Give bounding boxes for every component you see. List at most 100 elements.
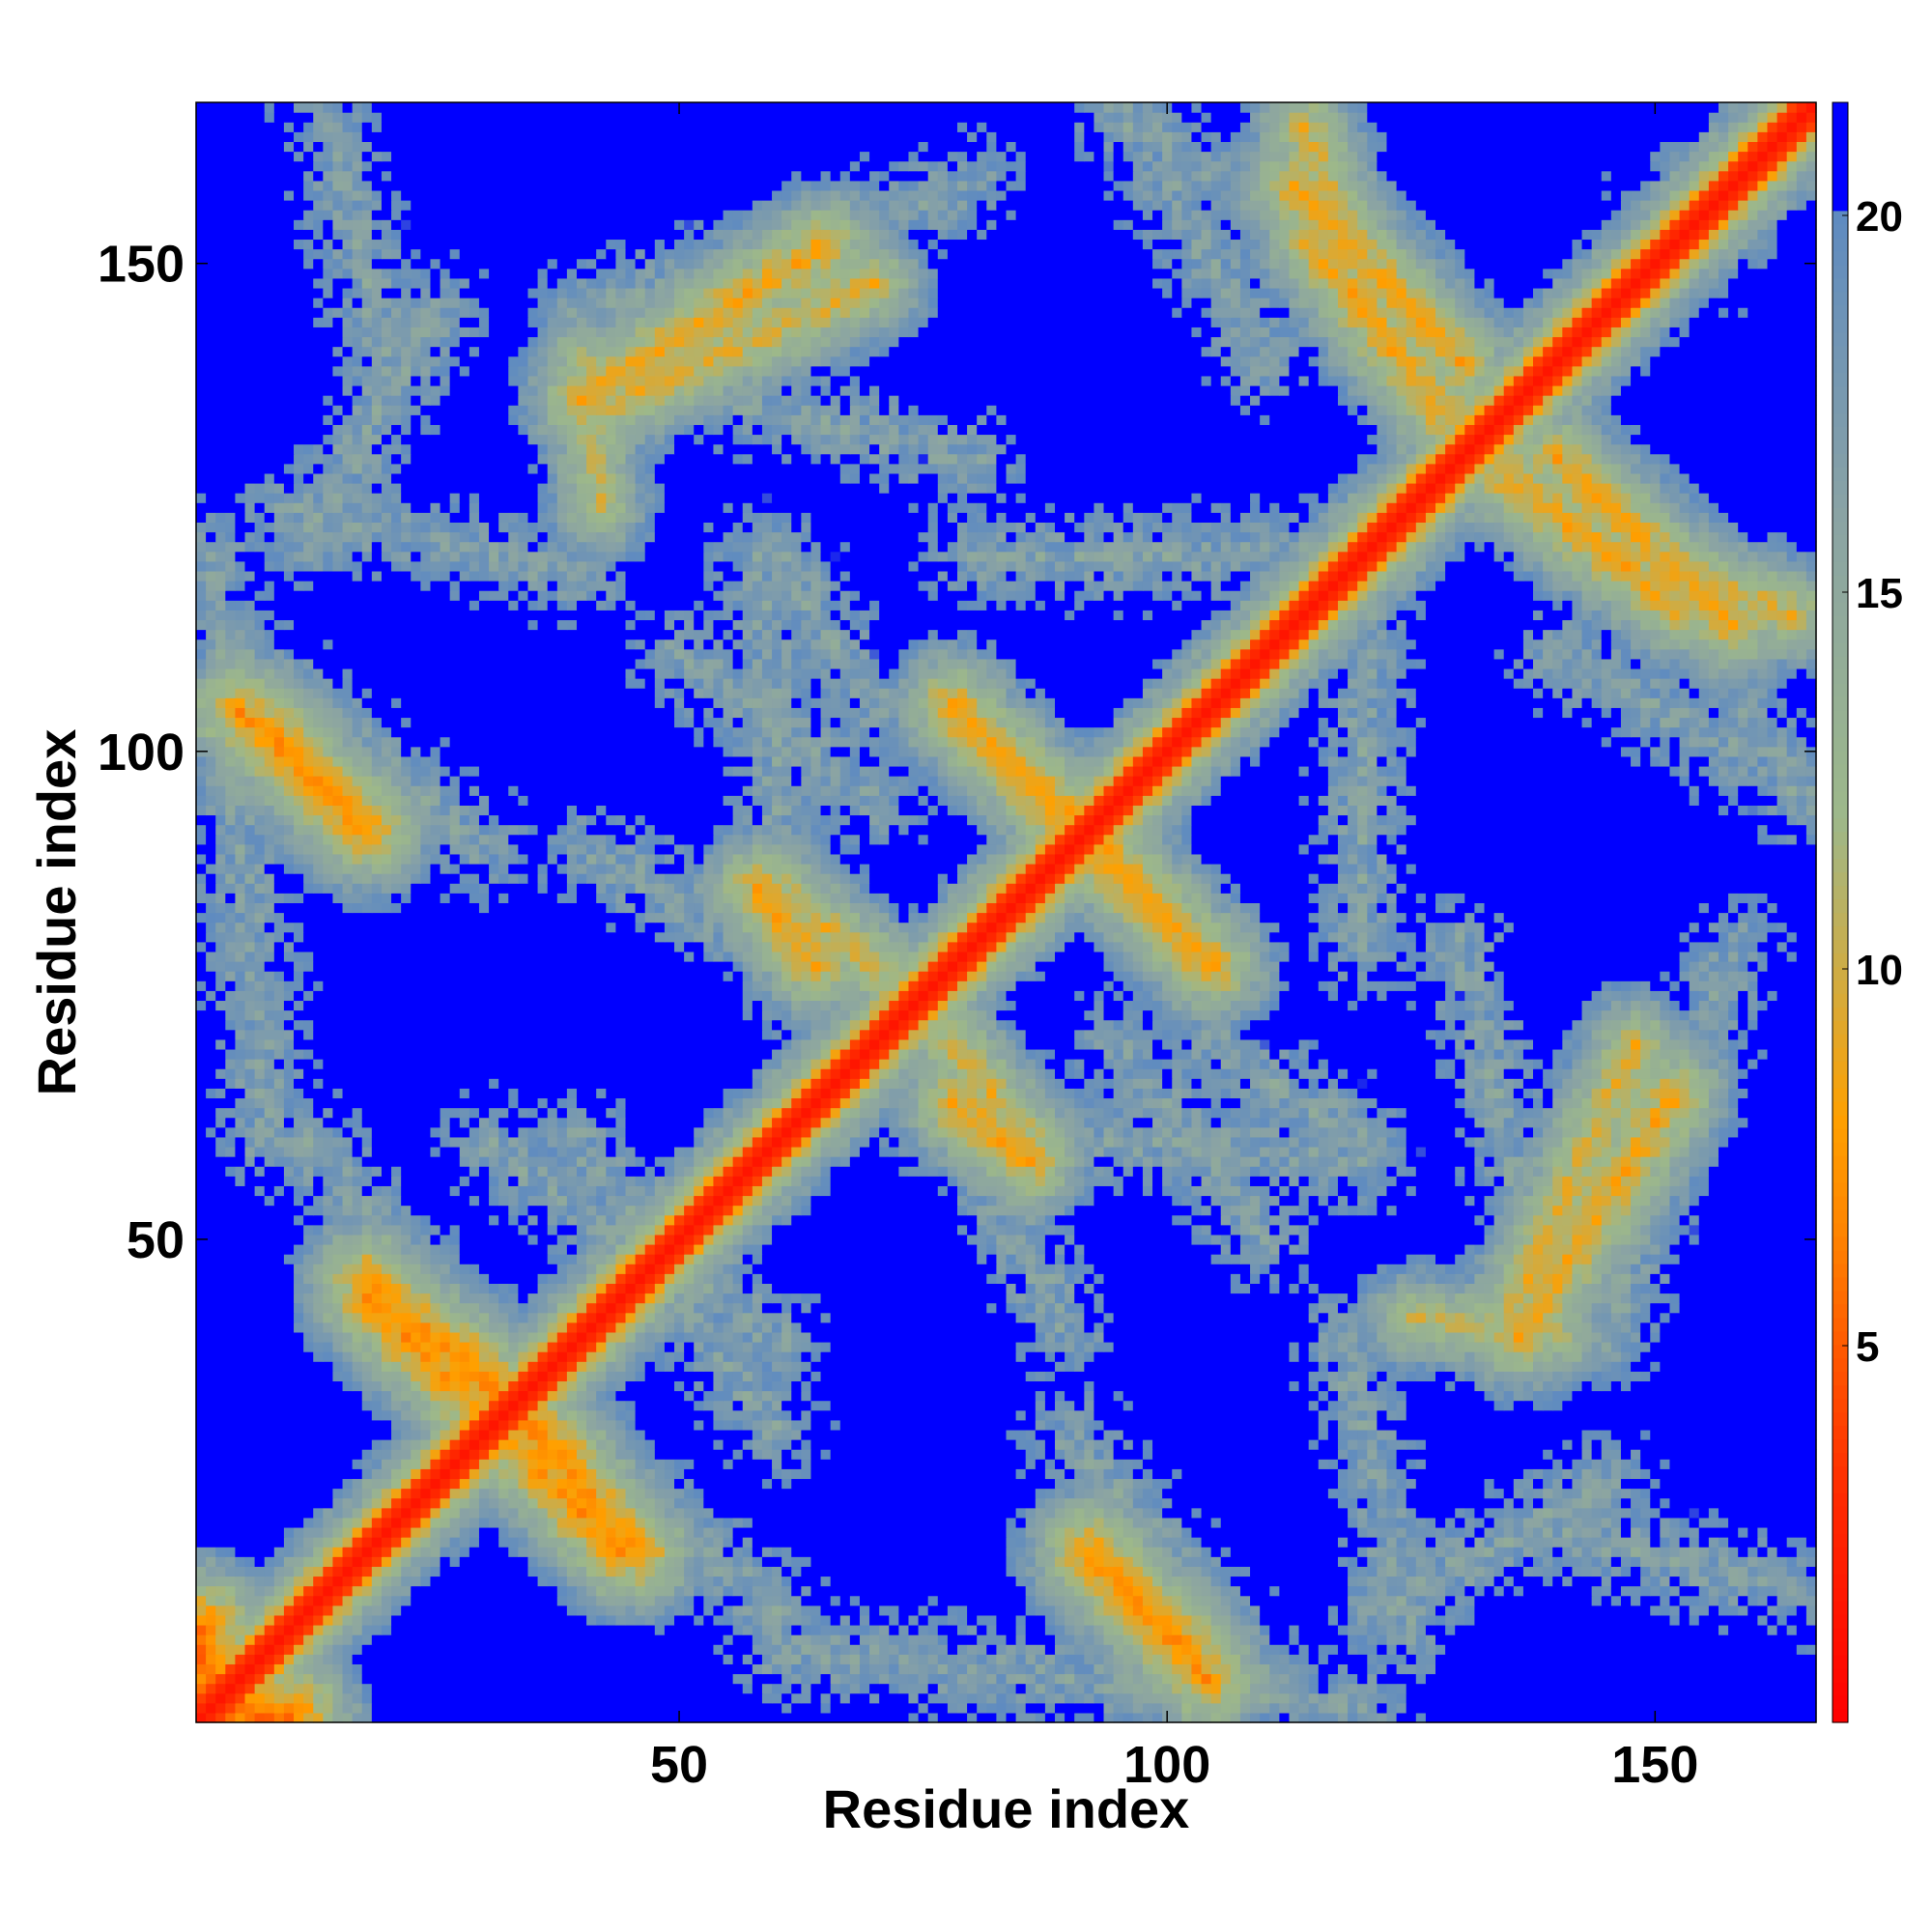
heatmap-cell xyxy=(1562,1566,1573,1577)
heatmap-cell xyxy=(724,1185,734,1196)
heatmap-cell xyxy=(1172,1703,1182,1714)
heatmap-cell xyxy=(1660,1273,1670,1284)
heatmap-cell xyxy=(1338,1410,1349,1421)
heatmap-cell xyxy=(1123,1547,1134,1557)
heatmap-cell xyxy=(382,1215,392,1226)
heatmap-cell xyxy=(606,1303,616,1314)
heatmap-cell xyxy=(1386,1693,1397,1704)
heatmap-cell xyxy=(313,1293,324,1303)
heatmap-cell xyxy=(518,1449,528,1460)
heatmap-cell xyxy=(898,1634,909,1645)
heatmap-cell xyxy=(957,1644,968,1655)
heatmap-cell xyxy=(1602,1439,1612,1450)
heatmap-cell xyxy=(215,1713,226,1723)
heatmap-cell xyxy=(274,1693,285,1704)
heatmap-cell xyxy=(1660,1254,1680,1264)
heatmap-cell xyxy=(1123,1644,1134,1655)
heatmap-cell xyxy=(1669,1556,1680,1567)
heatmap-cell xyxy=(284,1644,295,1655)
heatmap-cell xyxy=(1533,1391,1544,1402)
heatmap-cell xyxy=(1250,1615,1261,1626)
heatmap-cell xyxy=(1367,1401,1378,1411)
heatmap-cell xyxy=(498,1420,509,1431)
heatmap-cell xyxy=(1348,1430,1358,1440)
heatmap-cell xyxy=(1299,1693,1310,1704)
heatmap-cell xyxy=(1055,1508,1065,1519)
heatmap-cell xyxy=(1640,1518,1651,1528)
heatmap-cell xyxy=(1240,1693,1251,1704)
heatmap-cell xyxy=(1552,1547,1563,1557)
heatmap-cell xyxy=(655,1537,666,1548)
heatmap-cell xyxy=(303,1293,314,1303)
heatmap-cell xyxy=(1211,1254,1222,1264)
heatmap-cell xyxy=(1533,1254,1544,1264)
heatmap-cell xyxy=(1094,1586,1104,1597)
heatmap-cell xyxy=(626,1185,637,1196)
heatmap-cell xyxy=(1260,1206,1270,1216)
heatmap-cell xyxy=(655,1361,666,1372)
heatmap-cell xyxy=(1533,1537,1544,1548)
heatmap-cell xyxy=(713,1332,724,1343)
heatmap-cell xyxy=(1240,1273,1251,1284)
heatmap-cell xyxy=(1299,1244,1310,1255)
heatmap-cell xyxy=(362,1468,373,1479)
heatmap-cell xyxy=(1348,1625,1368,1635)
heatmap-cell xyxy=(1631,1489,1641,1499)
heatmap-cell xyxy=(1328,1195,1339,1206)
heatmap-cell xyxy=(255,1693,266,1704)
heatmap-cell xyxy=(791,1313,821,1323)
heatmap-cell xyxy=(538,1283,549,1293)
heatmap-cell xyxy=(1631,1225,1641,1236)
heatmap-cell xyxy=(1514,1225,1524,1236)
heatmap-cell xyxy=(508,1342,519,1352)
heatmap-cell xyxy=(577,1254,587,1264)
heatmap-cell xyxy=(1631,1566,1641,1577)
heatmap-cell xyxy=(1104,1420,1320,1431)
heatmap-cell xyxy=(1699,1518,1719,1528)
heatmap-cell xyxy=(440,1420,451,1431)
heatmap-cell xyxy=(967,1673,978,1684)
heatmap-cell xyxy=(1504,1342,1515,1352)
heatmap-cell xyxy=(1104,1596,1115,1606)
heatmap-cell xyxy=(206,1566,216,1577)
heatmap-cell xyxy=(1416,1351,1427,1362)
heatmap-cell xyxy=(1572,1391,1816,1402)
heatmap-cell xyxy=(1084,1615,1094,1626)
heatmap-cell xyxy=(245,1703,256,1714)
heatmap-cell xyxy=(1514,1322,1524,1333)
heatmap-cell xyxy=(372,1596,383,1606)
heatmap-cell xyxy=(810,1605,821,1616)
heatmap-cell xyxy=(586,1508,597,1519)
heatmap-cell xyxy=(898,1684,909,1694)
heatmap-cell xyxy=(1074,1206,1192,1216)
heatmap-cell xyxy=(1026,1244,1037,1255)
heatmap-cell xyxy=(1523,1273,1534,1284)
heatmap-cell xyxy=(235,1703,245,1714)
heatmap-cell xyxy=(1114,1663,1124,1674)
heatmap-cell xyxy=(1757,1566,1768,1577)
heatmap-cell xyxy=(636,1410,714,1421)
heatmap-cell xyxy=(1621,1566,1632,1577)
heatmap-cell xyxy=(323,1313,333,1323)
heatmap-cell xyxy=(548,1410,558,1421)
heatmap-cell xyxy=(615,1576,626,1586)
heatmap-cell xyxy=(1367,1566,1378,1577)
heatmap-cell xyxy=(596,1351,607,1362)
heatmap-cell xyxy=(1377,1361,1387,1372)
heatmap-cell xyxy=(762,1371,773,1381)
heatmap-cell xyxy=(1445,1293,1456,1303)
heatmap-cell xyxy=(1552,1264,1563,1274)
heatmap-cell xyxy=(1114,1654,1124,1664)
heatmap-cell xyxy=(1074,1713,1094,1723)
heatmap-cell xyxy=(450,1273,461,1284)
heatmap-cell xyxy=(781,1293,792,1303)
heatmap-cell xyxy=(1328,1371,1339,1381)
heatmap-cell xyxy=(1338,1401,1349,1411)
heatmap-cell xyxy=(206,1703,216,1714)
heatmap-cell xyxy=(1582,1351,1593,1362)
heatmap-cell xyxy=(498,1313,509,1323)
heatmap-cell xyxy=(1231,1625,1241,1635)
heatmap-cell xyxy=(860,1605,870,1616)
heatmap-cell xyxy=(636,1508,646,1519)
heatmap-cell xyxy=(1406,1703,1817,1714)
